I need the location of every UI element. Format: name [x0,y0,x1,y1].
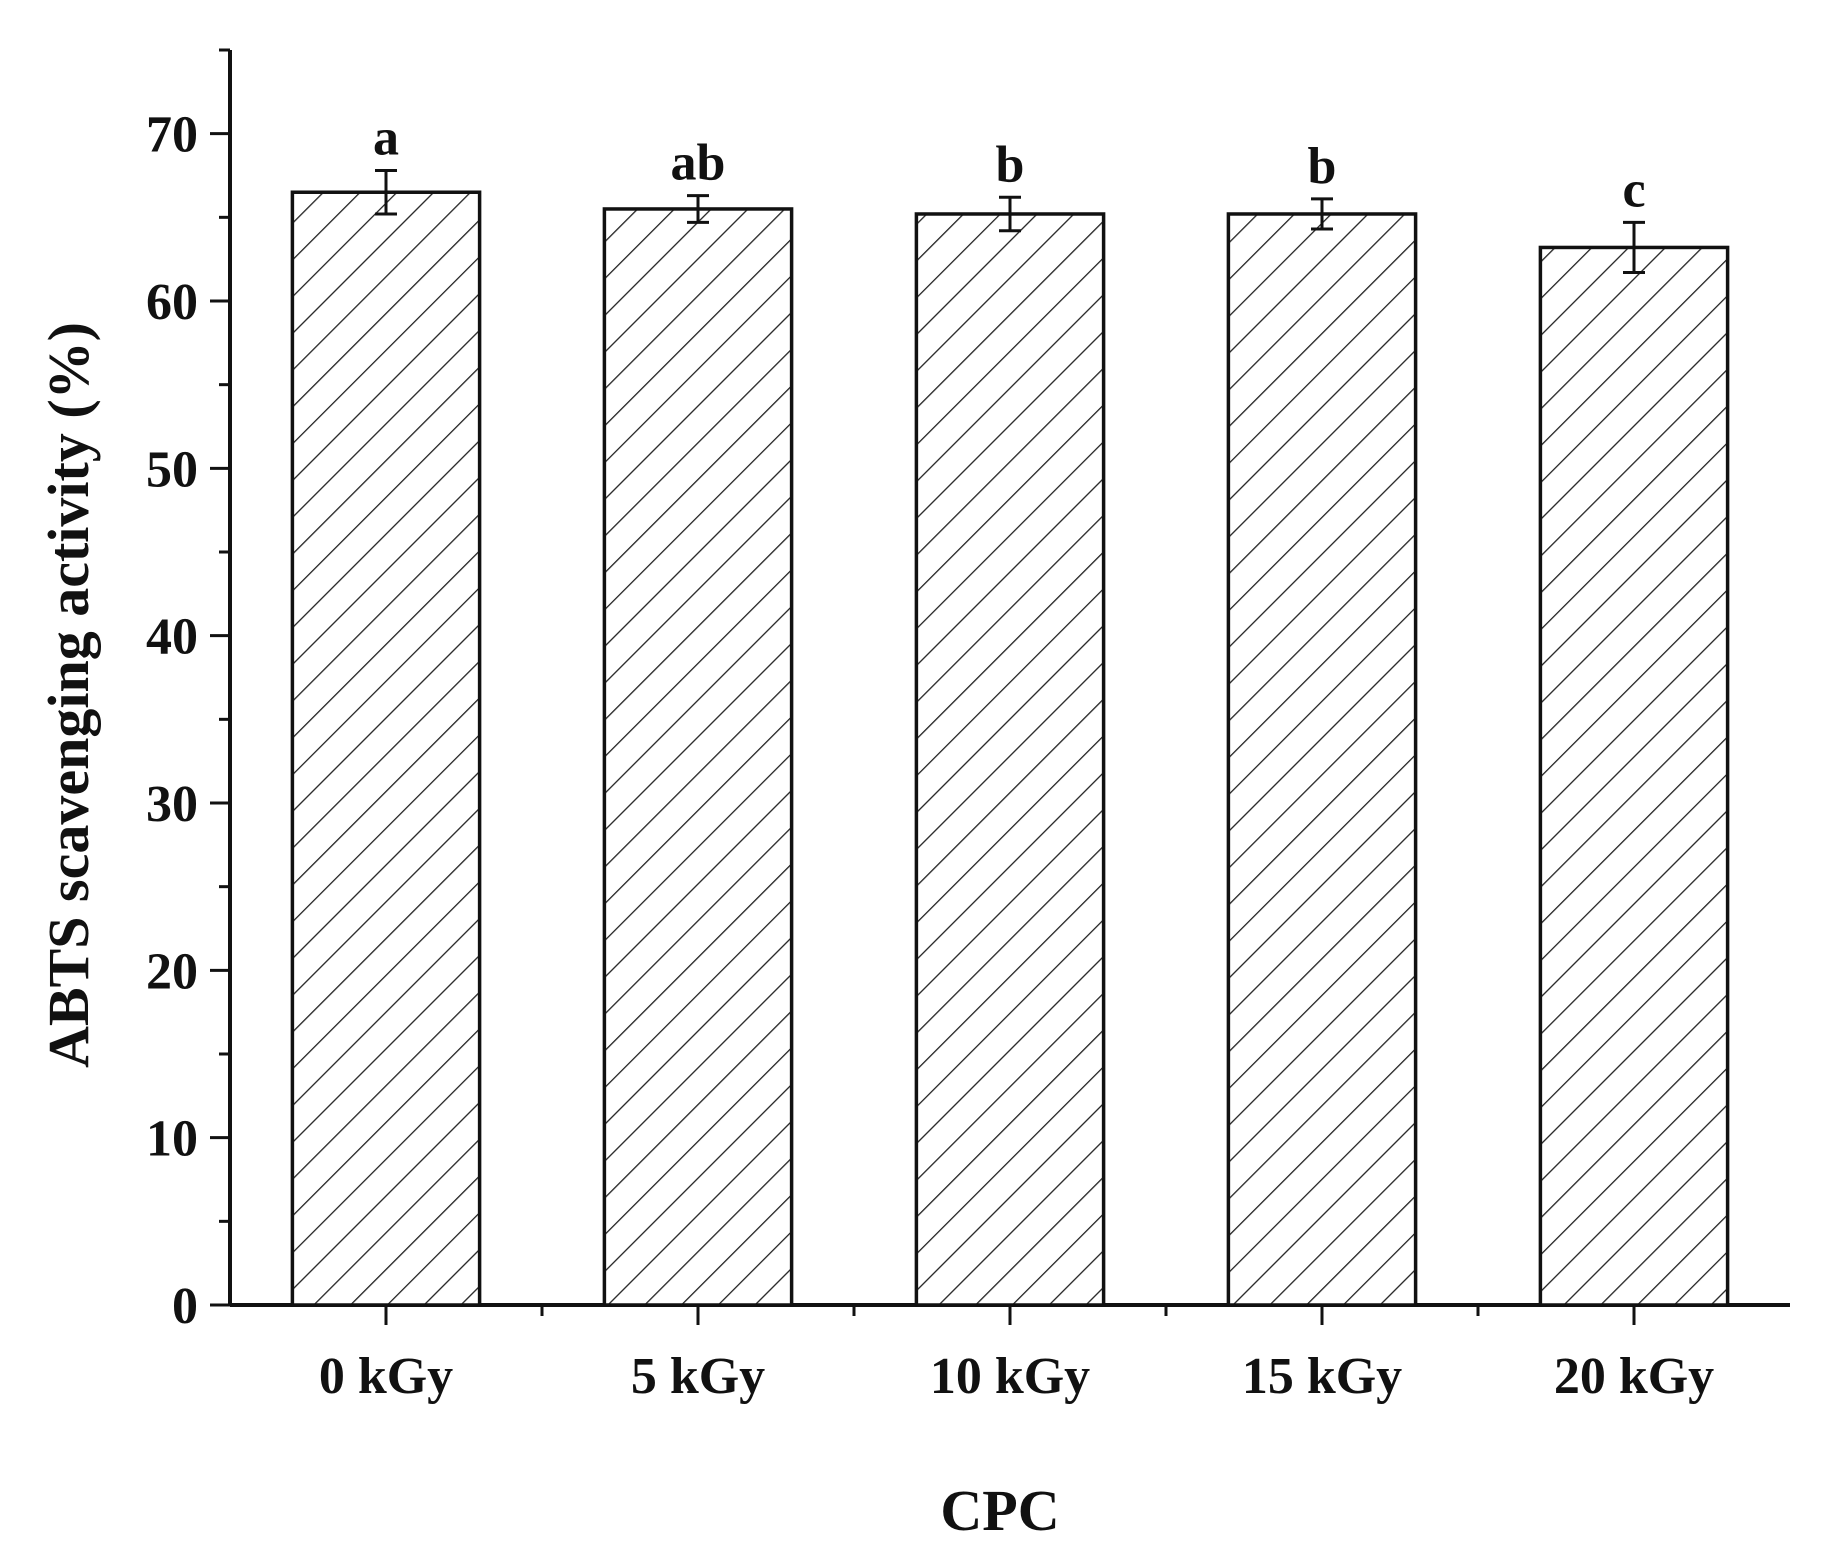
y-axis-title: ABTS scavenging activity (%) [36,322,101,1068]
x-tick-label: 10 kGy [930,1348,1090,1405]
bars [290,168,1730,1307]
bar [290,190,482,1307]
y-tick-label: 30 [146,776,198,833]
y-tick-label: 10 [146,1111,198,1168]
bar [914,212,1106,1307]
bar [602,207,794,1307]
x-tick-label: 0 kGy [319,1348,453,1405]
x-tick-label: 20 kGy [1554,1348,1714,1405]
y-tick-label: 0 [172,1278,198,1335]
y-tick-label: 40 [146,609,198,666]
y-tick-label: 20 [146,943,198,1000]
x-tick-label: 5 kGy [631,1348,765,1405]
y-tick-label: 60 [146,274,198,331]
significance-label: b [996,136,1025,193]
bar [1538,245,1730,1307]
significance-label: b [1308,138,1337,195]
x-axis-title: CPC [940,1478,1059,1543]
significance-label: a [373,109,399,166]
x-tick-label: 15 kGy [1242,1348,1402,1405]
y-tick-label: 50 [146,441,198,498]
significance-label: c [1622,161,1645,218]
axes [210,48,1790,1325]
y-tick-label: 70 [146,107,198,164]
bar [1226,212,1418,1307]
labels: 0 10 20 30 40 50 60 70 a 0 kGy ab 5 kGy b 10 kGy b 15 k… [146,107,1714,1405]
significance-label: ab [671,135,726,192]
